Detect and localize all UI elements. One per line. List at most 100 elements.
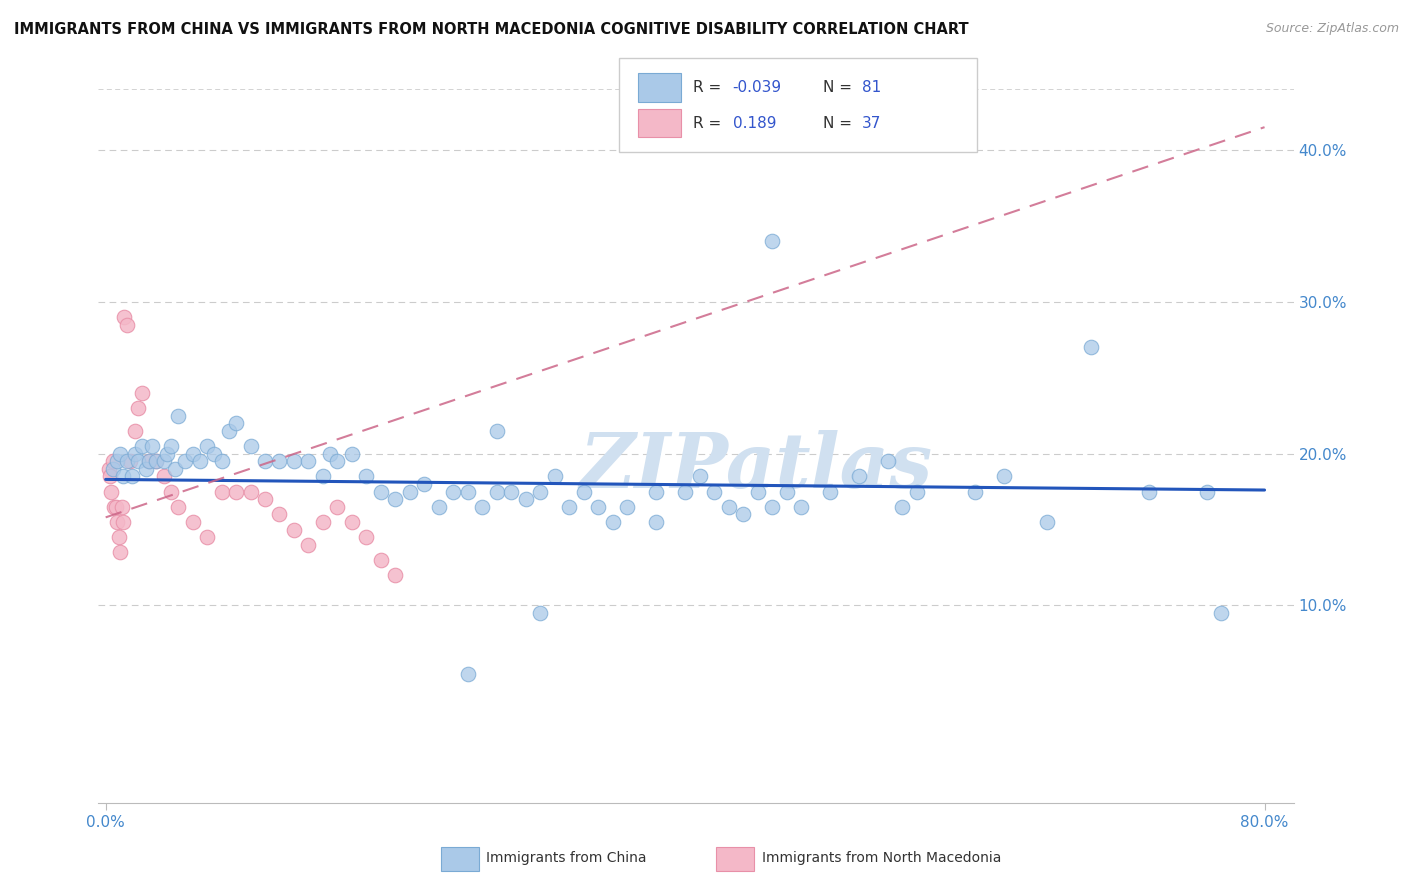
Point (145, 454, 167, 468)
Text: ZIPatlas: ZIPatlas (579, 431, 932, 504)
Point (717, 500, 740, 514)
Point (558, 500, 581, 514)
Point (312, 469, 335, 483)
Point (100, 484, 122, 499)
Point (471, 500, 494, 514)
Point (775, 484, 797, 499)
Text: 0.189: 0.189 (733, 116, 776, 130)
Point (121, 469, 143, 483)
Point (98, 469, 121, 483)
Point (218, 424, 240, 438)
Point (138, 454, 160, 468)
Point (399, 484, 422, 499)
Point (269, 508, 291, 522)
Point (110, 500, 132, 514)
Point (297, 454, 319, 468)
Point (384, 568, 406, 582)
Point (645, 515, 668, 529)
Point (253, 454, 276, 468)
Point (485, 424, 508, 438)
Text: 37: 37 (862, 116, 882, 130)
Point (761, 500, 783, 514)
Point (160, 484, 183, 499)
Text: -0.039: -0.039 (733, 80, 782, 95)
Point (141, 439, 163, 453)
Point (195, 530, 218, 544)
Point (181, 447, 204, 461)
Point (297, 538, 319, 552)
Point (131, 439, 153, 453)
Text: Immigrants from North Macedonia: Immigrants from North Macedonia (762, 851, 1001, 865)
Point (112, 469, 135, 483)
Point (114, 310, 136, 324)
Point (356, 530, 378, 544)
Text: R =: R = (693, 80, 727, 95)
Point (370, 484, 392, 499)
Text: N =: N = (823, 116, 856, 130)
Point (165, 462, 187, 476)
Point (112, 515, 135, 529)
Point (152, 469, 174, 483)
Point (124, 424, 146, 438)
Point (319, 447, 342, 461)
Point (645, 484, 668, 499)
Point (340, 447, 363, 461)
Point (239, 439, 262, 453)
Point (326, 500, 349, 514)
Point (529, 606, 551, 620)
Point (747, 484, 769, 499)
Point (138, 454, 160, 468)
Point (370, 553, 392, 567)
Point (225, 416, 247, 430)
Point (544, 469, 567, 483)
Point (108, 447, 131, 461)
Point (167, 500, 190, 514)
Point (108, 545, 131, 559)
Point (174, 454, 197, 468)
Point (211, 454, 233, 468)
Point (225, 484, 247, 499)
Point (101, 454, 124, 468)
Point (602, 515, 624, 529)
Point (457, 484, 479, 499)
Point (616, 500, 638, 514)
Point (211, 484, 233, 499)
Point (427, 500, 450, 514)
Point (529, 484, 551, 499)
Point (457, 666, 479, 681)
Point (1036, 515, 1059, 529)
Point (195, 439, 218, 453)
Point (103, 500, 125, 514)
Text: Source: ZipAtlas.com: Source: ZipAtlas.com (1265, 22, 1399, 36)
Point (485, 484, 508, 499)
Point (501, 484, 523, 499)
Point (107, 530, 129, 544)
Point (703, 484, 725, 499)
Text: N =: N = (823, 80, 856, 95)
Point (413, 477, 436, 491)
Point (326, 454, 349, 468)
Point (105, 454, 128, 468)
Point (167, 409, 190, 423)
Point (312, 515, 335, 529)
Point (673, 484, 696, 499)
Point (269, 454, 291, 468)
Point (877, 454, 900, 468)
Point (97, 462, 120, 476)
Point (160, 439, 183, 453)
Point (818, 484, 841, 499)
Point (441, 484, 464, 499)
Point (117, 454, 139, 468)
Point (127, 401, 149, 415)
Text: R =: R = (693, 116, 727, 130)
Point (155, 447, 177, 461)
Point (202, 447, 225, 461)
Point (689, 469, 711, 483)
Point (283, 523, 305, 537)
Point (105, 515, 128, 529)
Point (356, 469, 378, 483)
Text: Immigrants from China: Immigrants from China (486, 851, 647, 865)
Point (1080, 340, 1102, 354)
Point (117, 318, 139, 332)
Point (1209, 606, 1232, 620)
